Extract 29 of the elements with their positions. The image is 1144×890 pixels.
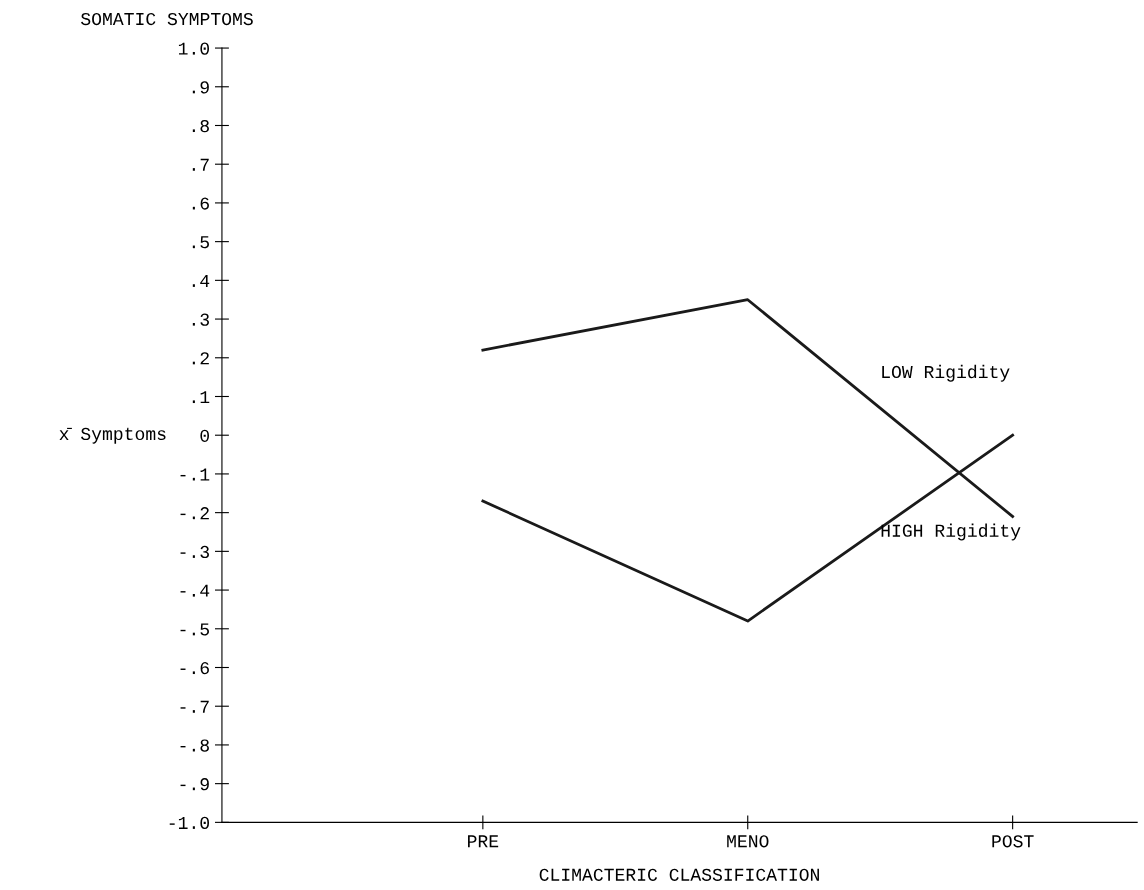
x-tick-label: POST: [992, 835, 1034, 848]
y-tick-label: 1.0: [178, 42, 210, 55]
y-tick-label: -.4: [180, 584, 210, 597]
series-label: HIGH Rigidity: [881, 523, 1021, 541]
y-tick-label: .3: [192, 313, 209, 326]
chart-title: SOMATIC SYMPTOMS: [81, 12, 253, 26]
y-tick-label: -.5: [180, 623, 209, 636]
y-tick-label: -.9: [180, 778, 209, 791]
x-tick-label: PRE: [468, 835, 499, 848]
series-label: LOW Rigidity: [882, 364, 1010, 382]
y-tick-label: .2: [192, 352, 209, 365]
y-tick-label: -.2: [180, 507, 209, 520]
y-axis-title: x̄ Symptoms: [59, 427, 166, 444]
y-tick-label: -.7: [180, 700, 209, 713]
x-tick-label: MENO: [727, 835, 769, 848]
y-tick-label: .1: [192, 391, 210, 404]
y-tick-label: -1.0: [169, 816, 210, 830]
x-axis-title: CLIMACTERIC CLASSIFICATION: [539, 868, 819, 881]
y-tick-label: -.6: [180, 661, 209, 675]
y-tick-label: -.8: [180, 739, 209, 752]
y-tick-label: .7: [192, 158, 209, 171]
y-tick-label: .8: [192, 119, 209, 133]
y-tick-label: -.3: [180, 545, 209, 559]
y-tick-label: .5: [192, 236, 209, 249]
y-tick-label: 0: [200, 429, 210, 442]
y-tick-label: -.1: [180, 468, 210, 481]
y-tick-label: .9: [192, 81, 209, 94]
y-tick-label: .6: [192, 197, 209, 210]
y-tick-label: .4: [192, 275, 210, 287]
